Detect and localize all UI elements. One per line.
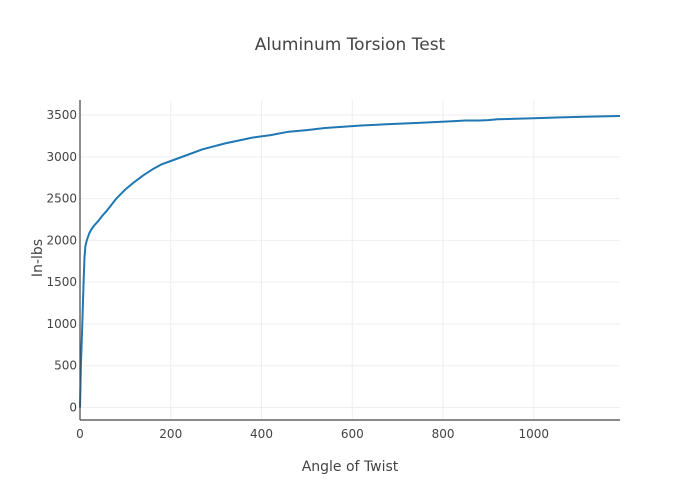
plot-area (79, 115, 621, 408)
x-axis-ticks: 0 200 400 600 800 1000 (76, 427, 549, 441)
x-tick-label: 800 (432, 427, 455, 441)
x-tick-label: 0 (76, 427, 84, 441)
series-line (79, 115, 621, 408)
y-tick-label: 3000 (46, 150, 77, 164)
y-tick-label: 1000 (46, 317, 77, 331)
y-tick-label: 2500 (46, 192, 77, 206)
x-tick-label: 1000 (519, 427, 550, 441)
chart-title: Aluminum Torsion Test (255, 35, 446, 55)
grid (80, 100, 620, 420)
y-tick-label: 3500 (46, 108, 77, 122)
y-axis-ticks: 0 500 1000 1500 2000 2500 3000 3500 (46, 108, 77, 414)
x-tick-label: 200 (159, 427, 182, 441)
y-axis-title: In-lbs (30, 239, 46, 277)
x-axis-title: Angle of Twist (302, 459, 399, 475)
y-tick-label: 1500 (46, 275, 77, 289)
x-tick-label: 400 (250, 427, 273, 441)
y-tick-label: 0 (69, 400, 77, 414)
y-tick-label: 500 (54, 359, 77, 373)
x-tick-label: 600 (341, 427, 364, 441)
y-tick-label: 2000 (46, 233, 77, 247)
